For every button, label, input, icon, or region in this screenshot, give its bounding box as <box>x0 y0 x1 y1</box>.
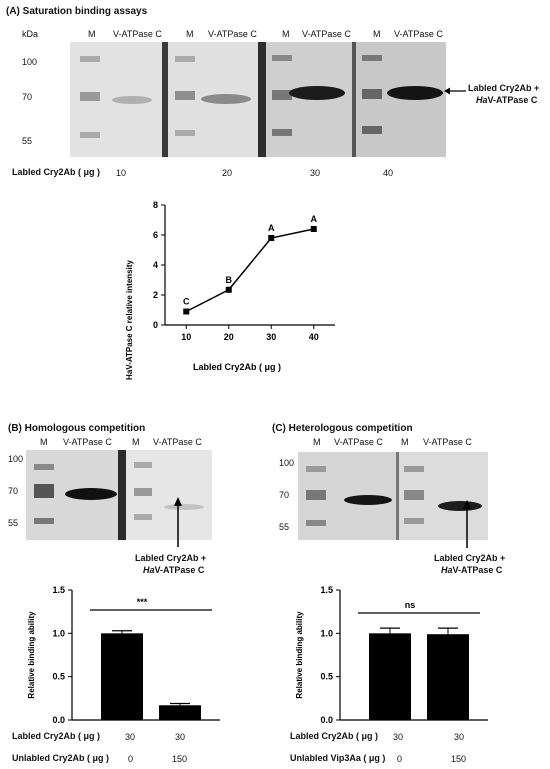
row-value: 30 <box>393 732 404 742</box>
significance-label: ns <box>405 600 416 610</box>
lane-header: M <box>373 29 381 39</box>
bar-chart-ylabel: Relative binding ability <box>295 611 304 699</box>
point-label: C <box>183 297 190 307</box>
panel-c-gel-blot <box>298 452 488 540</box>
dose-value: 40 <box>383 168 394 178</box>
y-tick-label: 6 <box>153 230 158 240</box>
panel-c-title: (C) Heterologous competition <box>272 423 413 434</box>
saturation-line-chart: HaV-ATPase C relative intensity Labled C… <box>125 200 335 380</box>
marker-label: 100 <box>8 454 24 464</box>
row-value: 30 <box>175 732 186 742</box>
lane-header: M <box>40 437 48 447</box>
row-value: 0 <box>397 754 403 764</box>
row-value: 30 <box>125 732 136 742</box>
bar-chart-ylabel: Relative binding ability <box>27 611 36 699</box>
point-label: B <box>226 275 233 285</box>
arrow-annotation: Labled Cry2Ab + <box>434 553 506 563</box>
bar <box>101 633 143 720</box>
row-label: Unlabled Cry2Ab ( μg ) <box>12 753 110 763</box>
homologous-bar-chart: Relative binding ability *** 0.0 0.5 1.0 1.… <box>27 585 220 725</box>
y-tick-label: 1.5 <box>320 585 333 595</box>
band-arrow-icon <box>444 87 466 95</box>
marker-label: 100 <box>22 57 38 67</box>
y-tick-label: 8 <box>153 200 158 210</box>
dose-value: 30 <box>310 168 321 178</box>
panel-a-title: (A) Saturation binding assays <box>6 6 148 17</box>
data-point <box>225 286 232 293</box>
arrow-annotation: Labled Cry2Ab + <box>135 553 207 563</box>
band-annotation: Labled Cry2Ab + <box>468 83 540 93</box>
band-annotation-line2: HaV-ATPase C <box>476 95 538 105</box>
marker-label: 70 <box>8 486 19 496</box>
bar <box>427 634 469 720</box>
lane-header: M <box>313 437 321 447</box>
panel-a-gel-blot <box>70 42 446 157</box>
row-label: Labled Cry2Ab ( μg ) <box>12 731 101 741</box>
bar <box>159 705 201 720</box>
y-tick-label: 0.0 <box>320 715 333 725</box>
marker-label: 55 <box>279 522 290 532</box>
lane-header: V-ATPase C <box>302 29 351 39</box>
lane-header: M <box>132 437 140 447</box>
arrow-annotation-line2: HaV-ATPase C <box>143 565 205 575</box>
y-tick-label: 0.5 <box>52 672 65 682</box>
row-label: Labled Cry2Ab ( μg ) <box>290 731 379 741</box>
lane-header: M <box>282 29 290 39</box>
dose-value: 20 <box>222 168 233 178</box>
y-tick-label: 1.0 <box>52 628 65 638</box>
marker-label: 70 <box>279 490 290 500</box>
bar <box>369 633 411 720</box>
data-point <box>268 235 275 241</box>
panel-b-title: (B) Homologous competition <box>8 423 146 434</box>
line-chart-ylabel: HaV-ATPase C relative intensity <box>125 260 134 380</box>
lane-header: V-ATPase C <box>153 437 202 447</box>
row-value: 150 <box>172 754 188 764</box>
arrow-up-icon <box>174 497 182 547</box>
point-label: A <box>268 223 275 233</box>
y-tick-label: 0 <box>153 320 158 330</box>
row-value: 150 <box>451 754 467 764</box>
row-label: Unlabled Vip3Aa ( μg ) <box>290 753 386 763</box>
lane-header: M <box>186 29 194 39</box>
lane-header: M <box>401 437 409 447</box>
marker-label: 55 <box>8 518 19 528</box>
point-label: A <box>311 214 318 224</box>
y-tick-label: 0.5 <box>320 672 333 682</box>
lane-header: V-ATPase C <box>394 29 443 39</box>
panel-b-gel-blot <box>26 450 212 540</box>
data-point <box>310 226 317 232</box>
heterologous-bar-chart: Relative binding ability ns 0.0 0.5 1.0 1.5 <box>295 585 488 725</box>
lane-header: V-ATPase C <box>423 437 472 447</box>
y-tick-label: 2 <box>153 290 158 300</box>
panel-a-kda-label: kDa <box>22 29 39 39</box>
lane-header: M <box>88 29 96 39</box>
series-line <box>185 228 314 313</box>
row-value: 30 <box>454 732 465 742</box>
x-tick-label: 40 <box>309 332 319 342</box>
dose-row-label: Labled Cry2Ab ( μg ) <box>12 167 101 177</box>
data-point <box>183 308 190 315</box>
x-tick-label: 30 <box>266 332 276 342</box>
y-tick-label: 0.0 <box>52 715 65 725</box>
arrow-up-icon <box>463 500 471 548</box>
y-tick-label: 4 <box>153 260 158 270</box>
line-chart-xlabel: Labled Cry2Ab ( μg ) <box>193 362 281 372</box>
lane-header: V-ATPase C <box>63 437 112 447</box>
y-tick-label: 1.0 <box>320 628 333 638</box>
marker-label: 70 <box>22 92 33 102</box>
x-tick-label: 10 <box>181 332 191 342</box>
marker-label: 55 <box>22 136 33 146</box>
arrow-annotation-line2: HaV-ATPase C <box>441 565 503 575</box>
significance-label: *** <box>137 597 148 607</box>
y-tick-label: 1.5 <box>52 585 65 595</box>
dose-value: 10 <box>116 168 127 178</box>
x-tick-label: 20 <box>224 332 234 342</box>
lane-header: V-ATPase C <box>113 29 162 39</box>
lane-header: V-ATPase C <box>334 437 383 447</box>
row-value: 0 <box>128 754 134 764</box>
lane-header: V-ATPase C <box>208 29 257 39</box>
marker-label: 100 <box>279 458 295 468</box>
